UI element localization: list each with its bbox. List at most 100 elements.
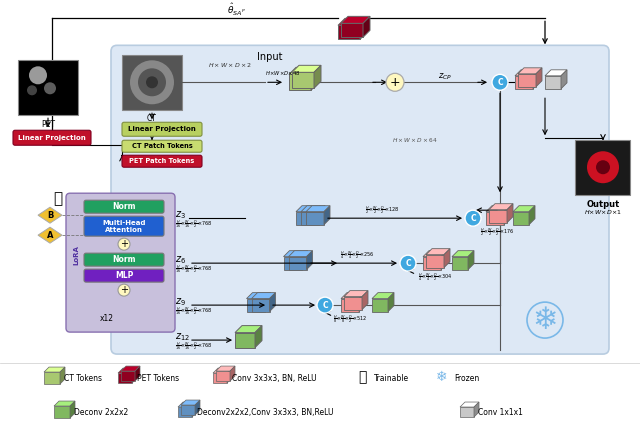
- Polygon shape: [426, 249, 450, 254]
- Text: $H\!\times\!W\!\times\!D\!\times\!1$: $H\!\times\!W\!\times\!D\!\times\!1$: [584, 208, 622, 216]
- Polygon shape: [423, 257, 441, 269]
- Circle shape: [146, 76, 158, 88]
- Polygon shape: [518, 68, 542, 74]
- Polygon shape: [489, 209, 507, 223]
- Polygon shape: [507, 204, 513, 223]
- Polygon shape: [44, 367, 65, 372]
- Polygon shape: [388, 293, 394, 312]
- Polygon shape: [306, 212, 324, 224]
- Text: $\hat{\theta}_{SA^P}$: $\hat{\theta}_{SA^P}$: [227, 2, 246, 19]
- Text: +: +: [120, 285, 128, 295]
- Polygon shape: [306, 206, 330, 212]
- Polygon shape: [213, 368, 232, 373]
- Polygon shape: [255, 325, 262, 348]
- Text: $z_{CP}$: $z_{CP}$: [438, 71, 452, 82]
- Polygon shape: [269, 293, 275, 312]
- Bar: [18, 60, 78, 115]
- Text: +: +: [390, 76, 400, 89]
- Polygon shape: [38, 227, 62, 243]
- Polygon shape: [70, 401, 75, 418]
- Polygon shape: [301, 212, 319, 224]
- Polygon shape: [192, 402, 197, 417]
- Text: $\frac{H}{16}\!\times\!\frac{W}{16}\!\times\!\frac{D}{2}\!\times\!768$: $\frac{H}{16}\!\times\!\frac{W}{16}\!\ti…: [175, 263, 212, 275]
- Polygon shape: [118, 368, 137, 373]
- FancyBboxPatch shape: [84, 216, 164, 236]
- Polygon shape: [372, 293, 394, 299]
- Circle shape: [44, 82, 56, 94]
- Text: 🔥: 🔥: [53, 191, 63, 206]
- Circle shape: [29, 66, 47, 84]
- Polygon shape: [289, 74, 311, 90]
- Polygon shape: [486, 212, 504, 224]
- Polygon shape: [252, 293, 275, 299]
- Text: $z_{12}$: $z_{12}$: [175, 331, 190, 343]
- Text: Linear Projection: Linear Projection: [128, 126, 196, 132]
- Polygon shape: [372, 299, 388, 312]
- Polygon shape: [468, 250, 474, 269]
- Polygon shape: [363, 16, 370, 37]
- FancyBboxPatch shape: [66, 193, 175, 332]
- Polygon shape: [118, 373, 132, 383]
- Text: $H \times W \times D \times 2$: $H \times W \times D \times 2$: [208, 61, 252, 69]
- Text: C: C: [470, 214, 476, 223]
- Polygon shape: [216, 366, 235, 371]
- Polygon shape: [292, 65, 321, 72]
- Polygon shape: [324, 206, 330, 224]
- Circle shape: [138, 68, 166, 96]
- Polygon shape: [513, 206, 535, 212]
- Polygon shape: [289, 257, 307, 269]
- Text: PET Patch Tokens: PET Patch Tokens: [129, 158, 195, 164]
- Polygon shape: [452, 250, 474, 257]
- Text: Deconv 2x2x2: Deconv 2x2x2: [74, 407, 128, 416]
- Polygon shape: [341, 293, 365, 299]
- Polygon shape: [423, 250, 447, 257]
- Polygon shape: [178, 407, 192, 417]
- FancyBboxPatch shape: [111, 45, 609, 354]
- Polygon shape: [235, 325, 262, 333]
- Text: $\frac{H}{16}\!\times\!\frac{W}{16}\!\times\!\frac{D}{2}\!\times\!768$: $\frac{H}{16}\!\times\!\frac{W}{16}\!\ti…: [175, 305, 212, 317]
- Polygon shape: [235, 333, 255, 348]
- Text: MLP: MLP: [115, 271, 133, 280]
- Text: Frozen: Frozen: [454, 374, 479, 382]
- Polygon shape: [38, 207, 62, 223]
- Polygon shape: [121, 371, 135, 381]
- Polygon shape: [230, 366, 235, 381]
- Polygon shape: [121, 366, 140, 371]
- Polygon shape: [289, 67, 318, 74]
- Text: $z_3$: $z_3$: [175, 209, 186, 221]
- Text: Norm: Norm: [112, 202, 136, 211]
- Polygon shape: [246, 293, 271, 299]
- Bar: [122, 55, 182, 110]
- FancyBboxPatch shape: [122, 140, 202, 152]
- Text: $\frac{H}{16}\!\times\!\frac{W}{16}\!\times\!\frac{D}{2}\!\times\!768$: $\frac{H}{16}\!\times\!\frac{W}{16}\!\ti…: [175, 218, 212, 230]
- Polygon shape: [195, 400, 200, 415]
- Text: $H\!\times\!W\!\times\!D\!\times\!48$: $H\!\times\!W\!\times\!D\!\times\!48$: [265, 69, 301, 77]
- Bar: [575, 140, 630, 195]
- Polygon shape: [474, 402, 479, 417]
- Text: LoRA: LoRA: [73, 245, 79, 265]
- Text: x12: x12: [100, 314, 114, 323]
- FancyBboxPatch shape: [84, 269, 164, 282]
- Text: $\frac{H}{2}\!\times\!\frac{W}{2}\!\times\!\frac{D}{2}\!\times\!128$: $\frac{H}{2}\!\times\!\frac{W}{2}\!\time…: [365, 205, 399, 216]
- FancyBboxPatch shape: [122, 122, 202, 136]
- Polygon shape: [264, 293, 271, 312]
- Text: $\frac{H}{4}\!\times\!\frac{W}{4}\!\times\!\frac{D}{2}\!\times\!256$: $\frac{H}{4}\!\times\!\frac{W}{4}\!\time…: [340, 250, 374, 261]
- FancyBboxPatch shape: [122, 155, 202, 167]
- Text: C: C: [497, 78, 503, 87]
- Text: ❄: ❄: [532, 306, 557, 335]
- Text: $\frac{H}{2}\!\times\!\frac{W}{2}\!\times\!\frac{D}{2}\!\times\!176$: $\frac{H}{2}\!\times\!\frac{W}{2}\!\time…: [479, 226, 515, 238]
- Polygon shape: [460, 407, 474, 417]
- Text: Conv 3x3x3, BN, ReLU: Conv 3x3x3, BN, ReLU: [232, 374, 317, 382]
- Text: Norm: Norm: [112, 255, 136, 264]
- Polygon shape: [284, 250, 307, 257]
- Circle shape: [596, 160, 610, 174]
- Polygon shape: [486, 206, 510, 212]
- Polygon shape: [311, 67, 318, 90]
- Text: B: B: [47, 211, 53, 220]
- Polygon shape: [341, 23, 363, 37]
- Polygon shape: [314, 65, 321, 88]
- Polygon shape: [452, 257, 468, 269]
- Polygon shape: [341, 16, 370, 23]
- Polygon shape: [426, 254, 444, 268]
- Text: ❄: ❄: [436, 370, 448, 384]
